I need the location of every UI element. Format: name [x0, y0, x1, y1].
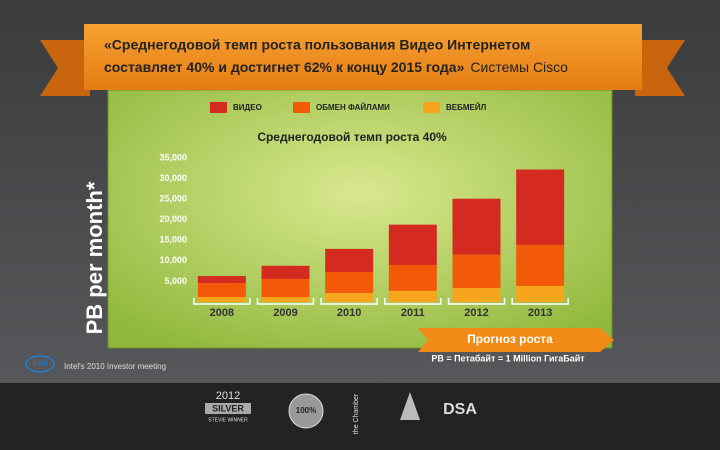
banner-text: составляет 40% и достигнет 62% к концу 2… [104, 59, 465, 75]
bar-segment [516, 285, 565, 302]
x-tick-label: 2009 [273, 307, 297, 319]
x-tick-label: 2010 [337, 307, 361, 319]
award-text: STEVIE WINNER [208, 417, 248, 423]
category-bracket [193, 298, 251, 305]
intel-logo-text: intel [33, 359, 48, 368]
plot: 5,000 10,000 15,000 20,000 25,000 30,000 35,00… [159, 102, 569, 319]
banner-tail [635, 40, 685, 96]
banner-text: составляет 40% и достигнет 62% к концу 2… [104, 59, 568, 75]
forecast-label: Прогноз роста [467, 332, 553, 346]
chart-title: Среднегодовой темп роста 40% [257, 130, 447, 144]
dsa-logo: DSA [443, 401, 477, 418]
bar-segment [325, 292, 374, 302]
x-tick-label: 2013 [528, 307, 552, 319]
banner-source: Системы Cisco [470, 59, 568, 75]
legend-swatch [210, 102, 227, 113]
award-year: 2012 [216, 390, 240, 402]
bar-segment [261, 297, 310, 302]
seal-text: 100% [296, 406, 316, 415]
y-tick-label: 15,000 [159, 235, 187, 245]
legend-label: ВИДЕО [233, 103, 262, 112]
bar-segment [516, 169, 565, 245]
chamber-logo: the Chamber [353, 393, 360, 434]
legend-label: ОБМЕН ФАЙЛАМИ [316, 103, 390, 112]
x-tick-label: 2012 [464, 307, 488, 319]
category-bracket [320, 298, 378, 305]
bar-segment [452, 198, 501, 255]
y-tick-label: 5,000 [164, 276, 187, 286]
legend-label: ВЕБМЕЙЛ [446, 103, 487, 112]
bar-segment [197, 283, 246, 298]
emblem [400, 392, 420, 420]
award-level: SILVER [212, 403, 244, 413]
y-tick-label: 30,000 [159, 173, 187, 183]
intel-logo [25, 355, 55, 373]
bar-segment [197, 276, 246, 284]
y-tick-label: 10,000 [159, 255, 187, 265]
bar-segment [261, 278, 310, 298]
y-tick-label: 35,000 [159, 152, 187, 162]
bar-segment [388, 224, 437, 265]
y-tick-label: 20,000 [159, 214, 187, 224]
banner-text: «Среднегодовой темп роста пользования Ви… [104, 37, 530, 53]
banner [84, 24, 642, 90]
legend-swatch [423, 102, 440, 113]
x-tick-label: 2011 [401, 307, 425, 319]
seal [288, 393, 324, 429]
bar-segment [452, 288, 501, 302]
bar-segment [516, 244, 565, 286]
forecast-arrow [418, 328, 614, 352]
category-bracket [447, 298, 506, 305]
bar-segment [261, 265, 310, 279]
bar-segment [452, 254, 501, 289]
award-badge [205, 403, 251, 414]
bar-segment [325, 271, 374, 293]
bar-segment [325, 248, 374, 272]
category-bracket [384, 298, 442, 305]
bar-segment [197, 297, 246, 302]
footer-strip [0, 383, 720, 450]
y-tick-label: 25,000 [159, 194, 187, 204]
y-axis-label: PB per month* [82, 181, 107, 334]
category-bracket [511, 298, 569, 305]
bar-segment [388, 264, 437, 291]
banner-tail [40, 40, 90, 96]
footnote: PB = Петабайт = 1 Million ГигаБайт [431, 353, 585, 363]
bar-segment [388, 290, 437, 302]
category-bracket [256, 298, 315, 305]
footer-source: Intel's 2010 Investor meeting [64, 362, 166, 371]
legend-swatch [293, 102, 310, 113]
x-tick-label: 2008 [210, 307, 234, 319]
